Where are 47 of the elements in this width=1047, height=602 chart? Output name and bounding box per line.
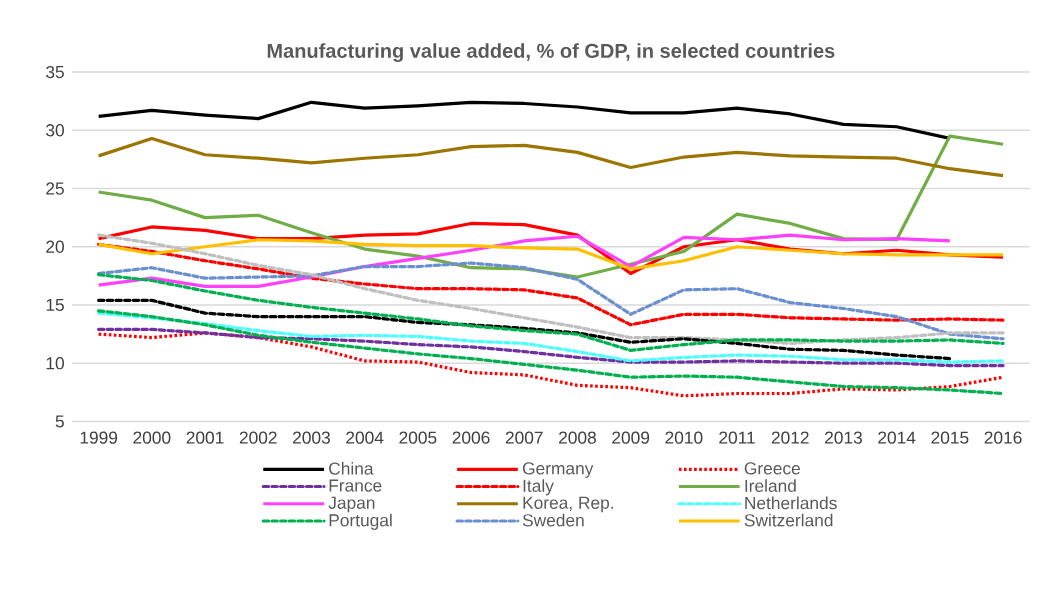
line-series xyxy=(97,311,1005,364)
y-tick-label: 20 xyxy=(46,240,64,254)
chart-title: Manufacturing value added, % of GDP, in selected countries xyxy=(267,43,835,63)
x-tick-label: 2007 xyxy=(505,431,543,445)
line-series xyxy=(97,243,1005,327)
x-tick-label: 2011 xyxy=(719,431,755,445)
legend-label: Ireland xyxy=(745,479,796,493)
line-series xyxy=(97,273,1005,353)
x-tick-label: 2013 xyxy=(825,431,862,445)
legend-label: Japan xyxy=(328,497,375,513)
legend-label: Greece xyxy=(744,462,800,475)
y-tick-label: 35 xyxy=(46,66,64,79)
x-tick-label: 2001 xyxy=(186,431,224,445)
legend-label: Sweden xyxy=(522,513,584,527)
x-tick-label: 2009 xyxy=(612,431,650,445)
line-series xyxy=(97,261,1005,341)
x-tick-label: 2000 xyxy=(133,431,171,445)
line-series xyxy=(97,331,1005,398)
line-series xyxy=(97,309,1005,396)
x-tick-label: 2016 xyxy=(984,431,1022,445)
x-tick-label: 2015 xyxy=(931,431,969,445)
x-tick-label: 2008 xyxy=(559,431,596,445)
legend-label: France xyxy=(329,479,382,492)
x-tick-label: 2003 xyxy=(293,431,330,445)
x-tick-label: 2014 xyxy=(878,431,916,445)
x-tick-label: 2012 xyxy=(771,431,809,445)
x-tick-label: 2004 xyxy=(346,431,384,445)
y-tick-label: 30 xyxy=(46,124,64,137)
x-tick-label: 2006 xyxy=(452,431,490,445)
x-tick-label: 1999 xyxy=(80,431,118,445)
y-tick-label: 15 xyxy=(46,299,64,312)
line-series xyxy=(97,137,1005,178)
x-tick-label: 2005 xyxy=(399,431,437,445)
legend-label: Germany xyxy=(522,462,594,479)
x-tick-label: 2002 xyxy=(239,431,277,445)
legend-label: Italy xyxy=(523,479,554,496)
y-tick-label: 10 xyxy=(46,357,64,370)
line-series xyxy=(97,328,1005,368)
x-tick-label: 2010 xyxy=(665,431,703,445)
legend-label: Switzerland xyxy=(744,513,833,527)
legend-label: China xyxy=(329,462,374,475)
y-tick-label: 25 xyxy=(46,182,64,195)
legend-label: Korea, Rep. xyxy=(523,497,613,513)
y-tick-label: 5 xyxy=(55,415,64,428)
line-series xyxy=(97,233,1005,346)
legend-label: Netherlands xyxy=(745,496,837,510)
legend-label: Portugal xyxy=(329,513,392,531)
